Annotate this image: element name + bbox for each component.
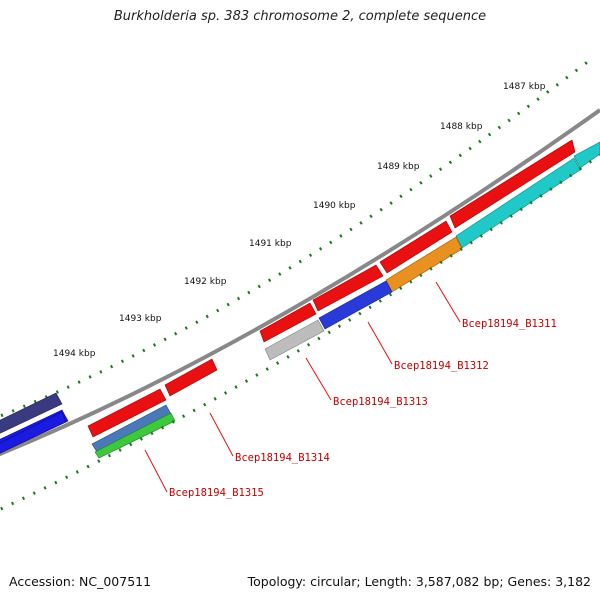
gene-label-b1311[interactable]: Bcep18194_B1311 xyxy=(462,318,557,330)
kbp-label-1491: 1491 kbp xyxy=(249,239,292,249)
inner-scale-ring xyxy=(0,153,600,511)
kbp-label-1490: 1490 kbp xyxy=(313,201,356,211)
leader-line-b1313 xyxy=(305,357,332,401)
cds-arrow-cyan[interactable] xyxy=(573,141,600,169)
leader-line-b1314 xyxy=(209,412,234,457)
cds-arrow-blue[interactable] xyxy=(0,411,67,458)
map-title: Burkholderia sp. 383 chromosome 2, compl… xyxy=(113,9,487,24)
kbp-label-1493: 1493 kbp xyxy=(119,314,162,324)
accession-text: Accession: NC_007511 xyxy=(9,574,152,589)
kbp-label-1487: 1487 kbp xyxy=(503,82,546,92)
cds-arrow-green[interactable] xyxy=(94,412,176,459)
gene-label-b1313[interactable]: Bcep18194_B1313 xyxy=(333,396,428,408)
topology-summary: Topology: circular; Length: 3,587,082 bp… xyxy=(247,574,591,589)
kbp-label-1489: 1489 kbp xyxy=(377,162,420,172)
cds-arrow[interactable] xyxy=(259,302,317,343)
cds-arrow-navy[interactable] xyxy=(0,392,63,438)
cds-arrow[interactable] xyxy=(312,264,384,312)
kbp-label-1492: 1492 kbp xyxy=(184,277,227,287)
leader-line-b1311 xyxy=(435,281,461,323)
cds-arrow[interactable] xyxy=(87,388,167,438)
cds-arrow[interactable] xyxy=(379,220,453,274)
gene-label-b1312[interactable]: Bcep18194_B1312 xyxy=(394,360,489,372)
leader-line-b1315 xyxy=(144,449,168,493)
cds-arrow-blue[interactable] xyxy=(318,280,393,330)
label-leaders xyxy=(144,281,461,493)
leader-line-b1312 xyxy=(367,321,393,365)
kbp-label-1494: 1494 kbp xyxy=(53,349,96,359)
gene-label-b1314[interactable]: Bcep18194_B1314 xyxy=(235,452,330,464)
forward-strand-genes xyxy=(0,139,576,453)
cds-arrow-gray[interactable] xyxy=(264,319,325,361)
outer-scale-ring xyxy=(0,58,591,418)
chromosome-backbone xyxy=(0,108,600,457)
reverse-strand-genes xyxy=(0,141,600,459)
gene-label-b1315[interactable]: Bcep18194_B1315 xyxy=(169,487,264,499)
kbp-label-1488: 1488 kbp xyxy=(440,122,483,132)
cds-arrow[interactable] xyxy=(449,139,576,229)
cds-arrow-cyan[interactable] xyxy=(455,157,581,249)
cds-arrow[interactable] xyxy=(164,358,218,397)
